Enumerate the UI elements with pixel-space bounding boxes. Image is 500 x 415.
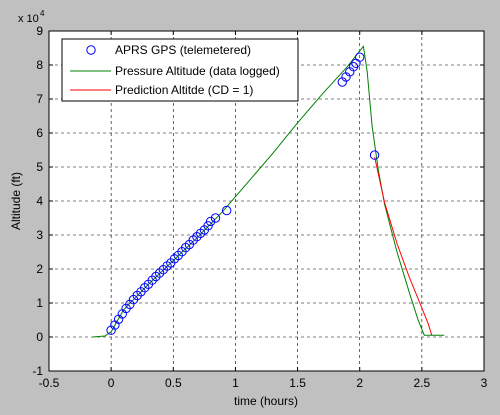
gps-data-point: [348, 61, 359, 72]
x-tick-label: 1.5: [289, 376, 306, 390]
legend-label-pressure: Pressure Altitude (data logged): [115, 64, 280, 78]
x-tick-label: 0: [108, 376, 115, 390]
prediction-altitude-line: [374, 156, 433, 336]
x-tick-label: 0.5: [165, 376, 182, 390]
legend: APRS GPS (telemetered) Pressure Altitude…: [61, 38, 299, 102]
y-tick-label: 8: [36, 58, 43, 72]
tick-labels: -0.5 0 0.5 1 1.5 2 2.5 3 -1 0 1 2 3 4 5 6 7 8 9: [32, 24, 487, 390]
gps-data-point: [210, 213, 221, 223]
y-tick-label: 4: [36, 194, 43, 208]
y-tick-label: 7: [36, 92, 43, 106]
x-tick-label: 3: [481, 376, 488, 390]
plot-area: [92, 45, 445, 338]
x-tick-label: 1: [232, 376, 239, 390]
axis-ticks: [48, 30, 485, 372]
gps-data-point: [205, 216, 216, 227]
y-tick-label: 6: [36, 126, 43, 140]
gps-data-point: [369, 150, 380, 160]
y-tick-label: 1: [36, 296, 43, 310]
gps-data-point: [355, 52, 365, 62]
y-exponent-power: 4: [40, 9, 45, 18]
legend-label-gps: APRS GPS (telemetered): [115, 43, 251, 57]
y-tick-label: 0: [36, 330, 43, 344]
gps-data-point: [203, 221, 213, 231]
y-tick-label: 9: [36, 24, 43, 38]
y-exponent-base: x 10: [18, 13, 39, 25]
x-tick-label: -0.5: [39, 376, 60, 390]
y-axis-label: Altitude (ft): [9, 172, 23, 230]
y-tick-label: -1: [32, 364, 43, 378]
gps-data-point: [222, 205, 232, 216]
x-tick-label: 2: [356, 376, 363, 390]
y-tick-label: 5: [36, 160, 43, 174]
legend-label-prediction: Prediction Altitde (CD = 1): [115, 83, 253, 97]
y-tick-label: 2: [36, 262, 43, 276]
legend-marker-gps: [86, 45, 96, 55]
legend-box: [61, 38, 299, 102]
x-axis-label: time (hours): [234, 394, 298, 408]
y-tick-label: 3: [36, 228, 43, 242]
x-tick-label: 2.5: [414, 376, 431, 390]
